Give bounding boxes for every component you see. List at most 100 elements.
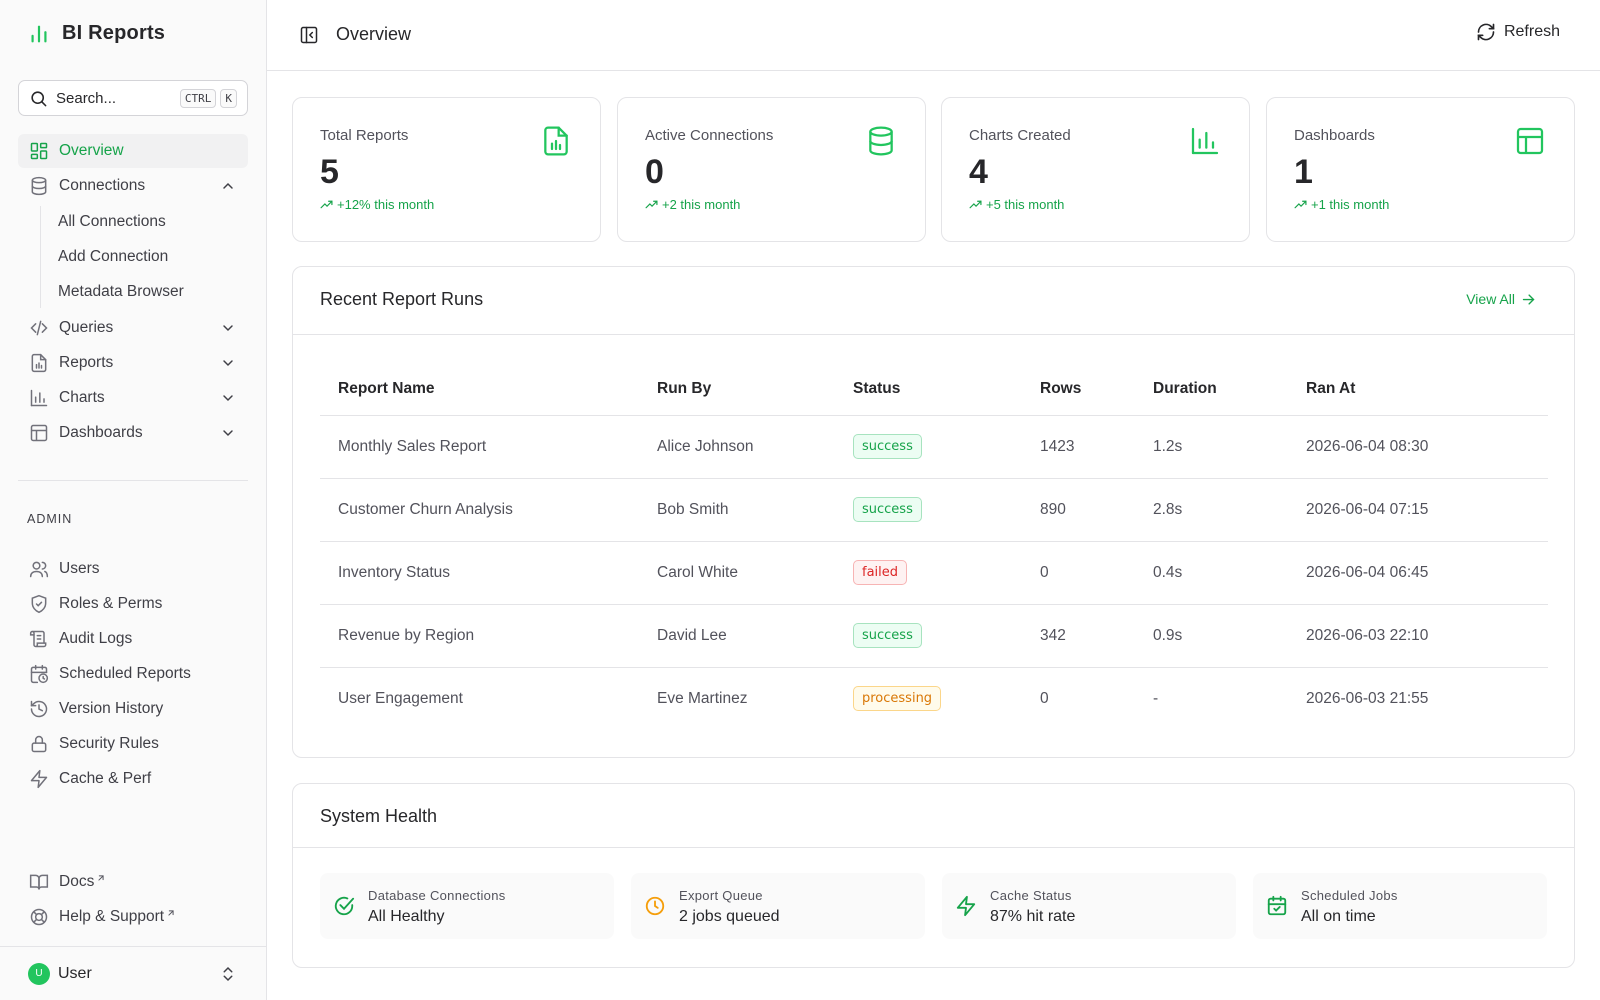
app-title: BI Reports xyxy=(62,22,166,44)
status-badge: failed xyxy=(853,560,908,585)
subnav-add-connection[interactable]: Add Connection xyxy=(58,248,169,265)
kbd-k: K xyxy=(220,88,237,108)
sidebar-item-label: Roles & Perms xyxy=(59,595,163,612)
sidebar-item-charts[interactable]: Charts xyxy=(18,381,248,415)
users-icon xyxy=(29,559,49,579)
duration-cell: 1.2s xyxy=(1135,415,1288,479)
chevron-down-icon[interactable] xyxy=(220,320,236,336)
sidebar-item-connections[interactable]: Connections xyxy=(18,169,248,203)
rows-cell: 890 xyxy=(1022,478,1135,542)
table-row[interactable]: User Engagement Eve Martinez processing … xyxy=(320,667,1548,730)
file-chart-icon xyxy=(29,353,49,373)
sidebar-link-help-support[interactable]: Help & Support xyxy=(18,900,248,934)
table-header-row: Report Name Run By Status Rows Duration … xyxy=(320,363,1548,416)
stat-value: 1 xyxy=(1294,153,1313,191)
external-link-icon xyxy=(166,908,176,918)
table-row[interactable]: Customer Churn Analysis Bob Smith succes… xyxy=(320,478,1548,542)
sidebar-item-label: Queries xyxy=(59,319,114,336)
view-all-link[interactable]: View All xyxy=(1466,291,1536,307)
chevron-down-icon[interactable] xyxy=(220,355,236,371)
sidebar-item-dashboards[interactable]: Dashboards xyxy=(18,416,248,450)
column-header[interactable]: Run By xyxy=(639,363,835,416)
history-icon xyxy=(29,699,49,719)
chevrons-up-down-icon[interactable] xyxy=(219,965,237,983)
status-cell: processing xyxy=(835,667,1022,730)
status-badge: success xyxy=(853,497,922,522)
stat-label: Dashboards xyxy=(1294,127,1375,144)
zap-icon xyxy=(955,895,977,917)
stat-label: Active Connections xyxy=(645,127,774,144)
database-icon xyxy=(865,125,897,157)
sidebar-item-label: Audit Logs xyxy=(59,630,133,647)
recent-runs-card: Recent Report Runs View All Report Name … xyxy=(292,266,1575,758)
health-label: Scheduled Jobs xyxy=(1301,888,1398,903)
column-header[interactable]: Ran At xyxy=(1288,363,1548,416)
health-item-cache-status: Cache Status 87% hit rate xyxy=(942,873,1236,939)
file-chart-icon xyxy=(540,125,572,157)
sidebar-item-roles-perms[interactable]: Roles & Perms xyxy=(18,587,248,621)
column-header[interactable]: Duration xyxy=(1135,363,1288,416)
stat-label: Charts Created xyxy=(969,127,1071,144)
sidebar-toggle-icon[interactable] xyxy=(299,25,319,45)
lock-icon xyxy=(29,734,49,754)
sidebar-link-docs[interactable]: Docs xyxy=(18,865,248,899)
layout-dashboard-icon xyxy=(29,141,49,161)
sidebar-item-audit-logs[interactable]: Audit Logs xyxy=(18,622,248,656)
sidebar-item-label: Charts xyxy=(59,389,105,406)
bar-chart-logo-icon xyxy=(28,23,50,45)
zap-icon xyxy=(29,769,49,789)
sidebar-item-version-history[interactable]: Version History xyxy=(18,692,248,726)
card-header: Recent Report Runs View All xyxy=(293,267,1574,335)
duration-cell: - xyxy=(1153,689,1159,707)
status-badge: success xyxy=(853,623,922,648)
stat-trend-text: +5 this month xyxy=(986,197,1065,212)
column-header[interactable]: Status xyxy=(835,363,1022,416)
ran-at-cell: 2026-06-04 07:15 xyxy=(1288,478,1548,542)
subnav-metadata-browser[interactable]: Metadata Browser xyxy=(58,283,184,300)
refresh-button[interactable]: Refresh xyxy=(1476,22,1560,42)
sidebar-item-overview[interactable]: Overview xyxy=(18,134,248,168)
stat-value: 5 xyxy=(320,153,339,191)
sidebar: BI Reports Search... CTRL K Overview Con… xyxy=(0,0,267,1000)
ran-at-cell: 2026-06-04 06:45 xyxy=(1288,541,1548,605)
search-shortcut: CTRL K xyxy=(179,88,237,108)
table-row[interactable]: Revenue by Region David Lee success 342 … xyxy=(320,604,1548,668)
admin-section-label: ADMIN xyxy=(27,512,73,526)
brand[interactable]: BI Reports xyxy=(28,22,165,45)
refresh-icon xyxy=(1476,22,1496,42)
subnav-all-connections[interactable]: All Connections xyxy=(58,213,166,230)
chevron-down-icon[interactable] xyxy=(220,425,236,441)
chevron-down-icon[interactable] xyxy=(220,390,236,406)
sidebar-item-label: Connections xyxy=(59,177,146,194)
column-header[interactable]: Report Name xyxy=(320,363,639,416)
stat-value: 0 xyxy=(645,153,664,191)
external-link-icon xyxy=(96,873,106,883)
stat-trend-text: +2 this month xyxy=(662,197,741,212)
sidebar-item-queries[interactable]: Queries xyxy=(18,311,248,345)
table-row[interactable]: Inventory Status Carol White failed 0 0.… xyxy=(320,541,1548,605)
sidebar-item-users[interactable]: Users xyxy=(18,552,248,586)
sidebar-divider xyxy=(18,480,248,481)
duration-cell: 0.9s xyxy=(1135,604,1288,668)
chevron-up-icon[interactable] xyxy=(220,178,236,194)
status-badge: processing xyxy=(853,686,942,712)
sidebar-item-label: Reports xyxy=(59,354,114,371)
sidebar-item-scheduled-reports[interactable]: Scheduled Reports xyxy=(18,657,248,691)
sidebar-item-reports[interactable]: Reports xyxy=(18,346,248,380)
report-name-cell: Customer Churn Analysis xyxy=(320,478,639,542)
sidebar-item-label: Cache & Perf xyxy=(59,770,152,787)
user-menu[interactable]: U User xyxy=(0,946,267,1000)
column-header[interactable]: Rows xyxy=(1022,363,1135,416)
trending-up-icon xyxy=(969,198,982,211)
stat-trend: +2 this month xyxy=(645,197,740,212)
code-icon xyxy=(29,318,49,338)
stat-value: 4 xyxy=(969,153,988,191)
table-row[interactable]: Monthly Sales Report Alice Johnson succe… xyxy=(320,415,1548,479)
health-item-export-queue: Export Queue 2 jobs queued xyxy=(631,873,925,939)
sidebar-item-security-rules[interactable]: Security Rules xyxy=(18,727,248,761)
rows-cell: 1423 xyxy=(1022,415,1135,479)
sidebar-item-cache-perf[interactable]: Cache & Perf xyxy=(18,762,248,796)
health-item-scheduled-jobs: Scheduled Jobs All on time xyxy=(1253,873,1547,939)
search-input[interactable]: Search... CTRL K xyxy=(18,80,248,116)
sidebar-item-label: Scheduled Reports xyxy=(59,665,191,682)
